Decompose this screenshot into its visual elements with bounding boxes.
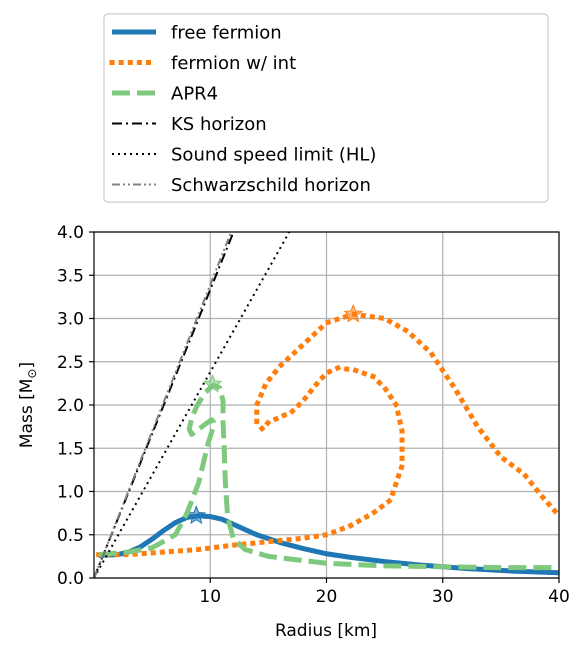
legend-label-sound-speed-limit-hl: Sound speed limit (HL) [171,145,376,166]
y-axis-label: Mass [M⊙] [17,362,39,448]
y-tick-label-5: 2.5 [57,353,84,373]
series-line-apr4 [98,382,559,571]
legend-label-apr4: APR4 [171,84,218,105]
plot-area: 10 20 30 40 0.0 0.5 1.0 1.5 2.0 2.5 3.0 3.5 4.0 [57,223,570,607]
y-tick-label-0: 0.0 [57,569,84,589]
y-tick-label-7: 3.5 [57,266,84,286]
y-tick-label-6: 3.0 [57,310,84,330]
y-tick-label-3: 1.5 [57,439,84,459]
x-tick-label-0: 10 [199,587,221,607]
x-axis-label: Radius [km] [275,621,377,641]
y-tick-label-1: 0.5 [57,526,84,546]
max-mass-marker-free-fermion [186,505,207,525]
y-tick-label-2: 1.0 [57,483,84,503]
max-mass-marker-apr4 [202,373,223,393]
legend-label-free-fermion: free fermion [171,23,282,44]
y-axis-label-end: ] [17,362,37,369]
series-line-sound-speed-limit-hl [94,232,291,578]
max-mass-marker-fermion-w-int [343,303,364,323]
legend-label-schwarzschild-horizon: Schwarzschild horizon [171,175,371,196]
legend-label-ks-horizon: KS horizon [171,114,267,135]
x-tick-label-1: 20 [316,587,338,607]
legend: free fermion fermion w/ int APR4 KS horizon… [103,13,549,203]
x-tick-label-3: 40 [548,587,570,607]
x-tick-label-2: 30 [432,587,454,607]
y-axis-label-sub: ⊙ [25,369,39,379]
y-axis-label-main: Mass [M [17,379,37,449]
legend-frame [103,13,549,203]
series-line-schwarzschild-horizon [94,232,233,578]
legend-label-fermion-w-int: fermion w/ int [171,53,296,74]
y-tick-label-8: 4.0 [57,223,84,243]
y-tick-label-4: 2.0 [57,396,84,416]
series-line-ks-horizon [94,232,235,578]
